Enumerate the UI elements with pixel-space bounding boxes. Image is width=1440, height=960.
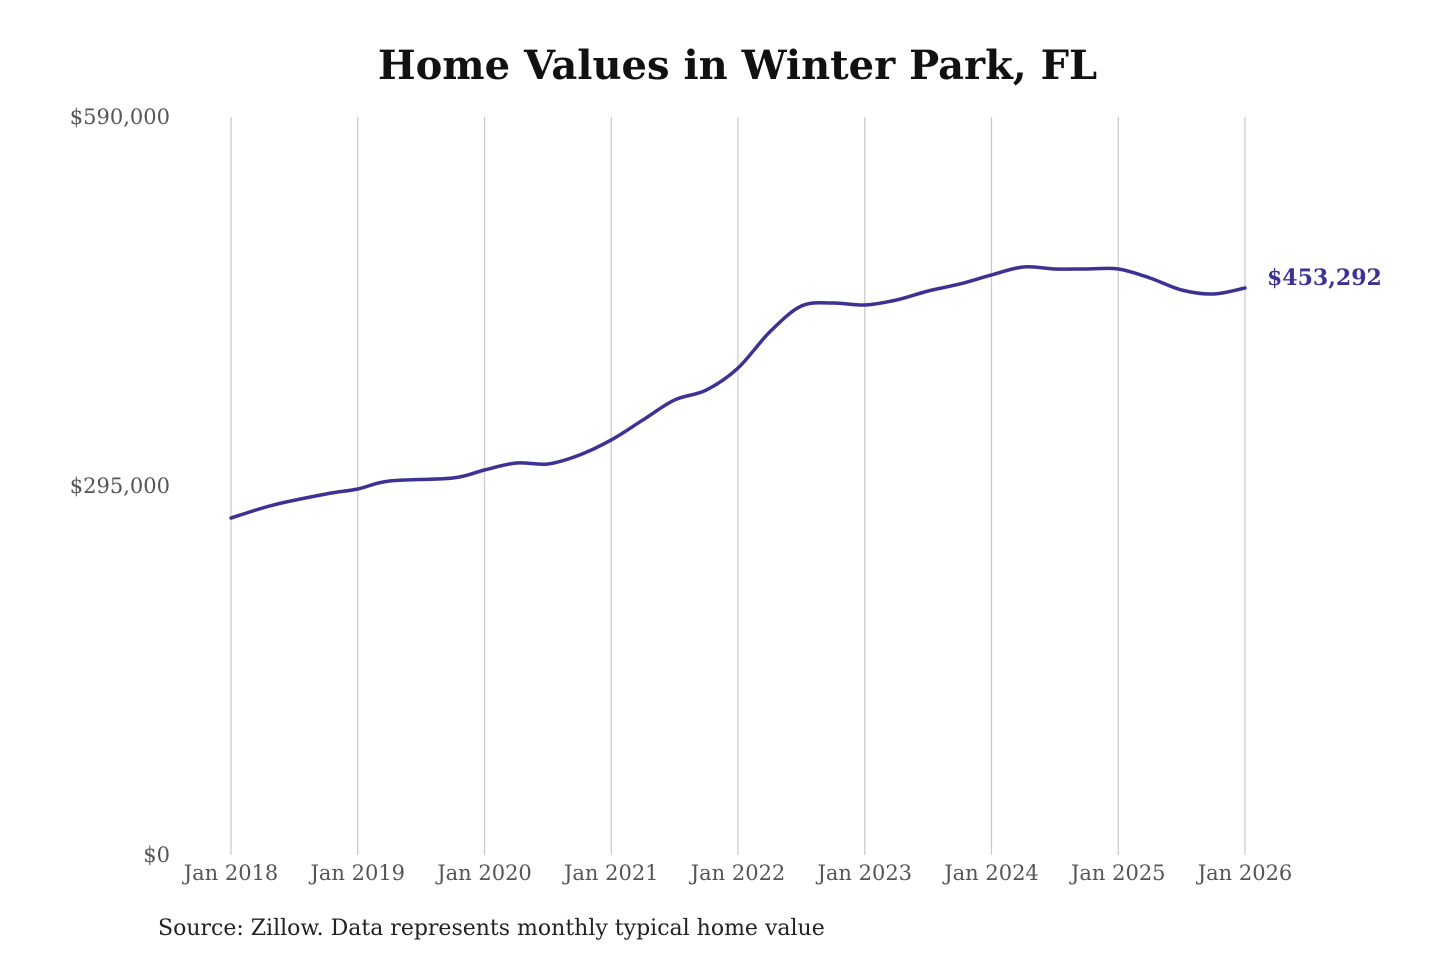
x-tick-label: Jan 2026 bbox=[1196, 861, 1293, 885]
x-tick-label: Jan 2025 bbox=[1069, 861, 1166, 885]
chart-title: Home Values in Winter Park, FL bbox=[377, 42, 1098, 89]
x-tick-label: Jan 2018 bbox=[182, 861, 279, 885]
x-tick-label: Jan 2021 bbox=[562, 861, 659, 885]
x-tick-label: Jan 2020 bbox=[435, 861, 532, 885]
end-value-label: $453,292 bbox=[1267, 265, 1382, 291]
x-tick-label: Jan 2022 bbox=[689, 861, 786, 885]
x-tick-label: Jan 2019 bbox=[308, 861, 405, 885]
x-tick-label: Jan 2024 bbox=[942, 861, 1039, 885]
y-tick-label: $295,000 bbox=[70, 474, 170, 498]
source-note: Source: Zillow. Data represents monthly … bbox=[158, 916, 825, 941]
y-tick-label: $590,000 bbox=[70, 105, 170, 129]
y-tick-label: $0 bbox=[143, 843, 170, 867]
series-line bbox=[229, 265, 1247, 520]
x-tick-label: Jan 2023 bbox=[815, 861, 912, 885]
